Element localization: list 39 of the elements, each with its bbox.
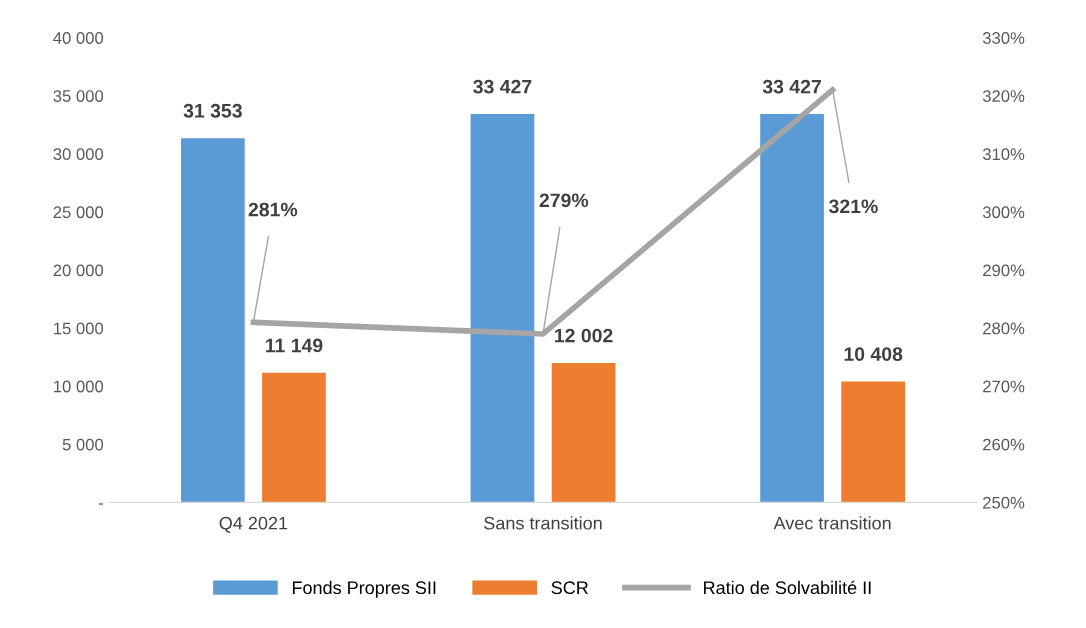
y-tick-label: 30 000 (53, 148, 104, 161)
legend-label: Ratio de Solvabilité II (704, 580, 871, 595)
y2-tick-label: 330% (982, 32, 1025, 44)
y-tick-label: 5 000 (62, 438, 104, 451)
y-tick-label: - (98, 503, 103, 505)
data-label: 11 149 (265, 338, 323, 353)
y2-tick-label: 310% (982, 148, 1025, 161)
x-tick-label: Avec transition (773, 516, 891, 530)
y2-tick-label: 280% (983, 322, 1025, 335)
bar (841, 381, 905, 503)
y-tick-label: 25 000 (53, 206, 104, 219)
y-tick-label: 35 000 (53, 90, 104, 102)
y2-tick-label: 290% (983, 264, 1025, 277)
bar (262, 372, 326, 503)
data-label: 31 353 (183, 103, 242, 118)
y2-tick-label: 320% (982, 90, 1025, 102)
bar (760, 114, 824, 503)
legend-label: SCR (551, 581, 588, 595)
y2-tick-label: 250% (983, 496, 1025, 509)
y-tick-label: 10 000 (54, 380, 104, 393)
data-label: 10 408 (844, 347, 903, 361)
y-tick-label: 40 000 (53, 32, 104, 44)
y-tick-label: 15 000 (54, 322, 104, 335)
data-label: 12 002 (555, 328, 613, 343)
data-label: 279% (539, 193, 589, 208)
y2-tick-label: 260% (983, 438, 1025, 451)
x-tick-label: Q4 2021 (219, 516, 288, 533)
bar (551, 362, 616, 503)
bar (470, 114, 535, 503)
x-tick-label: Sans transition (484, 516, 602, 530)
legend-label: Fonds Propres SII (292, 580, 436, 598)
data-label: 33 427 (473, 79, 532, 94)
data-label: 321% (829, 199, 878, 214)
y2-tick-label: 300% (982, 206, 1025, 219)
bar (181, 138, 245, 503)
data-label: 281% (248, 202, 298, 217)
y2-tick-label: 270% (983, 380, 1025, 393)
data-label: 33 427 (762, 79, 821, 94)
y-tick-label: 20 000 (53, 264, 104, 277)
